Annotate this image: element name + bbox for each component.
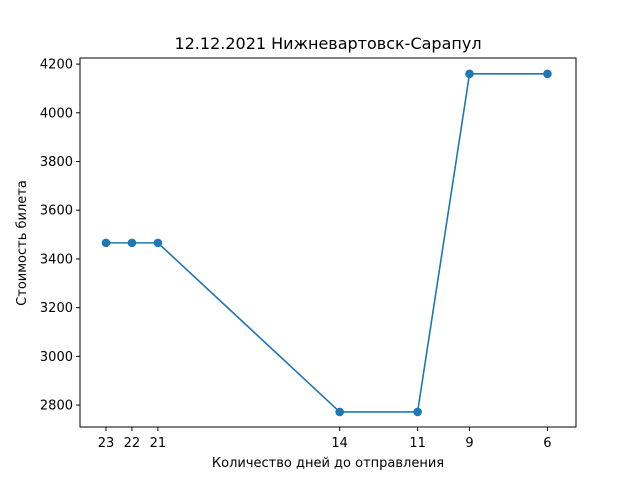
x-tick-label: 9 xyxy=(465,436,473,451)
data-point xyxy=(413,407,422,417)
y-tick-label: 4000 xyxy=(40,106,73,121)
data-point xyxy=(127,238,137,248)
y-tick-label: 4200 xyxy=(40,58,73,73)
data-point xyxy=(153,238,163,248)
x-axis-title: Количество дней до отправления xyxy=(212,456,444,471)
x-tick-label: 22 xyxy=(124,436,141,451)
data-point xyxy=(465,69,474,79)
x-tick-label: 14 xyxy=(331,436,348,451)
data-point xyxy=(335,407,344,417)
x-tick-label: 23 xyxy=(98,436,115,451)
y-axis-title: Стоимость билета xyxy=(15,180,30,306)
y-tick-label: 3400 xyxy=(40,252,73,267)
y-tick-label: 3800 xyxy=(40,155,73,170)
x-tick-label: 11 xyxy=(409,436,426,451)
x-tick-label: 21 xyxy=(150,436,167,451)
data-point xyxy=(101,238,111,248)
chart-title: 12.12.2021 Нижневартовск-Сарапул xyxy=(174,34,481,53)
y-tick-label: 3200 xyxy=(40,301,73,316)
plot-frame xyxy=(79,57,577,428)
y-tick-label: 3000 xyxy=(40,350,73,365)
x-tick-label: 6 xyxy=(543,436,551,451)
y-tick-label: 2800 xyxy=(40,399,73,414)
y-tick-label: 3600 xyxy=(40,204,73,219)
data-point xyxy=(543,69,552,79)
plot-area: 2800 3000 3200 3400 3600 3800 4000 4200 23 22 21 14… xyxy=(40,57,577,451)
